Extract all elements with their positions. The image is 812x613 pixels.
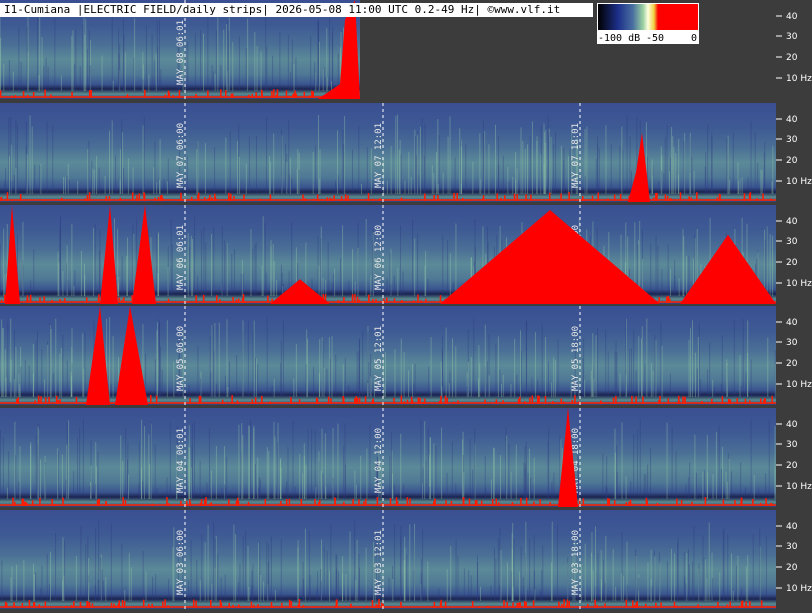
red-burst [115,306,148,405]
red-burst [318,0,360,99]
red-burst [680,234,776,304]
time-label: MAY 05 12:01 [374,326,384,391]
freq-label: 40 [786,318,798,328]
spectrogram-strip [0,205,776,304]
spectrogram-strip [0,408,776,507]
header-box [0,3,593,17]
freq-label: 40 [786,420,798,430]
freq-label: 10 Hz [786,482,812,492]
freq-label: 10 Hz [786,279,812,289]
freq-label: 20 [786,258,798,268]
time-label: MAY 04 12:00 [374,428,384,493]
spectrogram-strip [0,510,776,609]
spectrogram-strip [0,103,776,202]
freq-label: 20 [786,156,798,166]
freq-label: 40 [786,12,798,22]
freq-label: 20 [786,359,798,369]
freq-label: 20 [786,53,798,63]
red-burst [86,306,110,405]
time-label: MAY 03 06:00 [176,530,186,595]
freq-label: 30 [786,32,798,42]
freq-label: 10 Hz [786,74,812,84]
freq-label: 40 [786,522,798,532]
freq-label: 10 Hz [786,177,812,187]
freq-label: 10 Hz [786,584,812,594]
time-label: MAY 05 06:00 [176,326,186,391]
freq-label: 30 [786,542,798,552]
colorbar-label: -100 dB [598,33,640,44]
freq-label: 40 [786,115,798,125]
red-burst [560,408,576,507]
freq-label: 20 [786,461,798,471]
freq-label: 30 [786,237,798,247]
time-label: MAY 07 12:01 [374,123,384,188]
time-label: MAY 03 12:01 [374,530,384,595]
time-label: MAY 07 18:01 [571,123,581,188]
time-label: MAY 07 06:00 [176,123,186,188]
freq-label: 40 [786,217,798,227]
colorbar-label: -50 [646,33,664,44]
time-label: MAY 04 06:01 [176,428,186,493]
red-burst [100,205,118,304]
time-label: MAY 05 18:00 [571,326,581,391]
colorbar-label: 0 [691,33,697,44]
red-burst [132,205,156,304]
red-burst [440,209,660,304]
freq-label: 10 Hz [786,380,812,390]
header-title: I1-Cumiana |ELECTRIC FIELD/daily strips|… [4,3,560,16]
time-label: MAY 08 06:01 [176,20,186,85]
time-label: MAY 04 18:00 [571,428,581,493]
red-burst [270,279,330,304]
red-burst [628,132,650,202]
time-label: MAY 03 18:00 [571,530,581,595]
spectrogram-strip [0,306,776,405]
freq-label: 30 [786,338,798,348]
freq-label: 20 [786,563,798,573]
freq-label: 30 [786,440,798,450]
time-label: MAY 06 12:00 [374,225,384,290]
time-label: MAY 06 06:01 [176,225,186,290]
colorbar [598,4,698,30]
red-burst [5,205,20,304]
freq-label: 30 [786,135,798,145]
